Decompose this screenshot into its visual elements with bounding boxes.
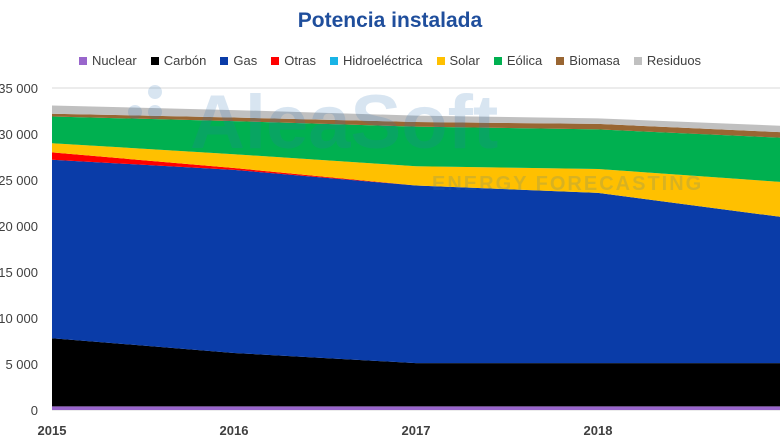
legend-swatch xyxy=(330,56,339,65)
x-tick-label: 2018 xyxy=(584,423,613,438)
area-series xyxy=(52,105,780,410)
legend-item: Hidroeléctrica xyxy=(330,53,423,68)
y-tick-label: 35 000 xyxy=(0,81,38,96)
watermark-brand: AleaSoft xyxy=(190,80,498,165)
legend-swatch xyxy=(556,56,565,65)
legend-label: Residuos xyxy=(646,53,702,68)
area-nuclear xyxy=(52,406,780,410)
y-tick-label: 15 000 xyxy=(0,265,38,280)
legend-item: Otras xyxy=(271,53,316,68)
legend-swatch xyxy=(78,56,87,65)
chart-title: Potencia instalada xyxy=(297,9,483,32)
legend-label: Otras xyxy=(284,53,317,68)
legend-label: Nuclear xyxy=(91,53,137,68)
watermark-dot xyxy=(148,85,162,99)
legend-item: Nuclear xyxy=(78,53,137,68)
area-gas xyxy=(52,159,780,364)
legend-swatch xyxy=(493,56,502,65)
chart-legend: Nuclear Carbón Gas Otras Hidroeléctrica Solar… xyxy=(0,53,780,68)
legend-item: Carbón xyxy=(150,53,207,68)
area-residuos xyxy=(52,105,780,133)
legend-swatch xyxy=(220,56,229,65)
legend-swatch xyxy=(436,56,445,65)
y-axis-ticks: 0 5 000 10 000 15 000 20 000 25 000 30 000 35 0… xyxy=(0,81,38,418)
legend-label: Hidroeléctrica xyxy=(343,53,423,68)
y-tick-label: 10 000 xyxy=(0,311,38,326)
legend-item: Biomasa xyxy=(556,53,620,68)
area-otras xyxy=(52,152,780,217)
watermark-dot xyxy=(148,105,162,119)
area-eolica xyxy=(52,116,780,182)
legend-item: Residuos xyxy=(633,53,702,68)
y-tick-label: 20 000 xyxy=(0,219,38,234)
legend-swatch xyxy=(150,56,159,65)
legend-label: Solar xyxy=(449,53,480,68)
x-tick-label: 2016 xyxy=(220,423,249,438)
legend-item: Gas xyxy=(220,53,257,68)
y-tick-label: 25 000 xyxy=(0,173,38,188)
x-tick-label: 2015 xyxy=(38,423,67,438)
legend-label: Biomasa xyxy=(569,53,620,68)
area-biomasa xyxy=(52,113,780,138)
y-tick-label: 30 000 xyxy=(0,127,38,142)
legend-label: Gas xyxy=(233,53,258,68)
watermark-dot xyxy=(128,105,142,119)
legend-swatch xyxy=(633,56,642,65)
watermark: AleaSoft ENERGY FORECASTING xyxy=(128,80,703,195)
legend-item: Solar xyxy=(436,53,480,68)
y-tick-label: 5 000 xyxy=(5,357,38,372)
area-carbon xyxy=(52,338,780,407)
legend-item: Eólica xyxy=(493,53,543,68)
legend-label: Carbón xyxy=(163,53,207,68)
x-tick-label: 2017 xyxy=(402,423,431,438)
legend-swatch xyxy=(271,56,280,65)
y-tick-label: 0 xyxy=(31,403,38,418)
legend-label: Eólica xyxy=(506,53,543,68)
area-solar xyxy=(52,143,780,217)
watermark-tagline: ENERGY FORECASTING xyxy=(432,173,703,195)
x-axis-ticks: 2015 2016 2017 2018 xyxy=(38,423,613,438)
